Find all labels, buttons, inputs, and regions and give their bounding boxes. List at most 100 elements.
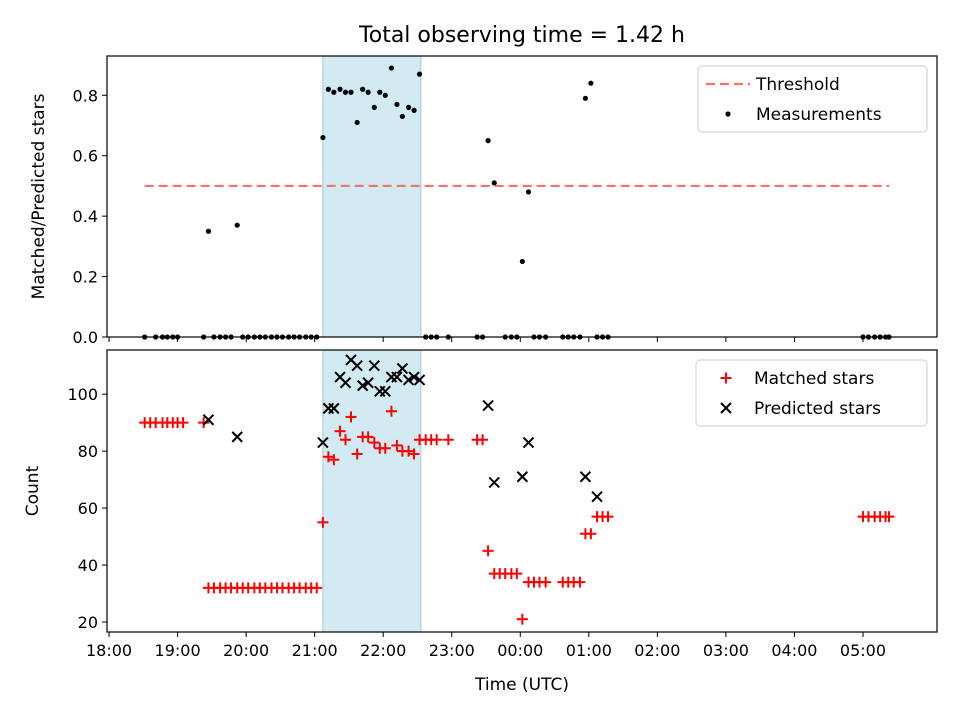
measurements-point xyxy=(411,107,417,113)
matched-stars-point xyxy=(328,454,340,466)
matched-stars-point xyxy=(177,417,189,429)
bottom-panel-legend-box xyxy=(695,359,928,427)
top-panel-shaded-region xyxy=(322,55,422,338)
matched-stars-point xyxy=(340,434,352,446)
matched-stars-point xyxy=(391,439,403,451)
matched-stars-point xyxy=(482,545,494,557)
measurements-point xyxy=(525,189,532,195)
top-panel-y-tick-label: 0.6 xyxy=(73,147,98,166)
matched-stars-point xyxy=(362,431,374,443)
measurements-point xyxy=(234,222,240,228)
x-tick-label: 22:00 xyxy=(360,641,406,660)
matched-stars-point xyxy=(540,576,552,588)
x-tick-label: 04:00 xyxy=(771,641,817,660)
predicted-stars-point-b xyxy=(488,476,500,489)
predicted-stars-point-b xyxy=(402,374,415,386)
matched-stars-point xyxy=(311,582,323,594)
matched-stars-point xyxy=(431,434,443,446)
x-tick-label: 05:00 xyxy=(840,641,886,660)
bottom-panel-y-tick-label: 60 xyxy=(78,499,98,518)
predicted-stars-point xyxy=(522,436,535,449)
predicted-stars-point-b xyxy=(579,471,592,483)
top-panel-legend-threshold-label: Threshold xyxy=(755,75,840,95)
predicted-stars-point xyxy=(396,362,409,375)
matched-stars-point xyxy=(334,425,346,437)
bottom-panel-shaded-region xyxy=(322,349,422,633)
matched-stars-point xyxy=(516,613,528,625)
predicted-stars-point xyxy=(317,436,329,449)
matched-stars-point xyxy=(477,434,489,446)
predicted-stars-point-b xyxy=(482,399,494,412)
bottom-panel-y-axis-label: Count xyxy=(23,465,43,516)
bottom-panel-shaded-region-layer xyxy=(322,349,422,633)
top-panel-legend-measurements-label: Measurements xyxy=(756,105,882,125)
predicted-stars-point-b xyxy=(317,436,329,449)
matched-stars-point xyxy=(198,417,210,429)
bottom-panel-legend-predicted-stars-label: Predicted stars xyxy=(754,399,881,419)
matched-stars-point xyxy=(351,448,363,460)
predicted-stars-point xyxy=(339,377,352,389)
bottom-panel-legend-predicted-stars-handle-b xyxy=(720,402,732,414)
measurements-point xyxy=(588,80,594,86)
measurements-point xyxy=(354,119,360,126)
predicted-stars-point xyxy=(356,379,369,392)
predicted-stars-point xyxy=(391,371,403,383)
predicted-stars-point-b xyxy=(408,371,420,383)
top-panel-legend-measurements-handle xyxy=(725,111,731,117)
x-tick-label: 01:00 xyxy=(566,641,612,660)
predicted-stars-point-b xyxy=(202,414,215,426)
bottom-panel-legend-matched-stars-handle xyxy=(720,372,732,384)
matched-stars-point xyxy=(317,516,329,528)
predicted-stars-point xyxy=(231,431,243,443)
predicted-stars-point xyxy=(516,471,529,483)
matched-stars-point xyxy=(574,576,586,588)
bottom-panel-frame xyxy=(106,349,938,633)
x-tick-label: 20:00 xyxy=(223,641,269,660)
measurements-point xyxy=(394,101,400,107)
measurements-point xyxy=(337,86,343,92)
measurements-point xyxy=(405,104,412,110)
predicted-stars-point-b xyxy=(339,377,352,389)
measurements-point xyxy=(320,134,326,141)
measurements-point xyxy=(388,65,395,71)
measurements-point xyxy=(342,89,349,95)
measurements-point xyxy=(365,89,371,95)
measurements-point xyxy=(205,228,212,234)
predicted-stars-point xyxy=(488,476,500,489)
predicted-stars-point-b xyxy=(591,490,603,503)
bottom-panel-legend-predicted-stars-handle xyxy=(720,402,732,414)
matched-stars-point xyxy=(345,411,357,423)
bottom-panel-marks xyxy=(139,354,895,625)
measurements-point xyxy=(325,86,331,92)
bottom-panel-y-tick-label: 100 xyxy=(67,385,98,404)
measurements-point xyxy=(485,138,491,144)
x-tick-label: 19:00 xyxy=(155,641,201,660)
predicted-stars-point xyxy=(328,402,340,415)
top-panel-y-axis-label: Matched/Predicted stars xyxy=(29,93,49,299)
predicted-stars-point-b xyxy=(351,359,363,372)
predicted-stars-point-b xyxy=(368,359,381,372)
predicted-stars-point-b xyxy=(516,471,529,483)
top-panel-y-tick-label: 0.2 xyxy=(73,268,98,287)
top-panel-y-tick-label: 0.4 xyxy=(73,207,98,226)
predicted-stars-point-b xyxy=(396,362,409,375)
measurements-point xyxy=(360,86,366,92)
predicted-stars-point-b xyxy=(362,377,374,389)
measurements-point xyxy=(399,113,406,120)
x-tick-label: 18:00 xyxy=(86,641,132,660)
predicted-stars-point-b xyxy=(334,371,346,383)
matched-stars-point xyxy=(368,437,380,449)
predicted-stars-point-b xyxy=(522,436,535,449)
top-panel-y-tick-label: 0.0 xyxy=(73,328,98,347)
x-tick-label: 02:00 xyxy=(634,641,680,660)
bottom-panel-legend: Matched stars Predicted stars xyxy=(695,359,928,427)
x-tick-label: 00:00 xyxy=(497,641,543,660)
matched-stars-point xyxy=(379,442,391,454)
measurements-point xyxy=(331,89,337,95)
predicted-stars-point xyxy=(579,471,592,483)
top-panel-legend: Threshold Measurements xyxy=(697,65,928,133)
top-panel-shaded-region-layer xyxy=(322,55,422,338)
predicted-stars-point-b xyxy=(328,402,340,415)
bottom-panel-legend-matched-stars-label: Matched stars xyxy=(754,369,874,389)
